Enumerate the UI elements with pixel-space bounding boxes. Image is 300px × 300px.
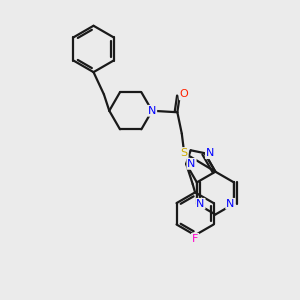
Text: N: N	[196, 199, 205, 209]
Text: N: N	[206, 148, 214, 158]
Text: F: F	[192, 234, 198, 244]
Text: O: O	[180, 89, 189, 99]
Text: S: S	[181, 148, 188, 158]
Text: N: N	[148, 106, 156, 116]
Text: N: N	[226, 199, 235, 209]
Text: N: N	[187, 159, 196, 169]
